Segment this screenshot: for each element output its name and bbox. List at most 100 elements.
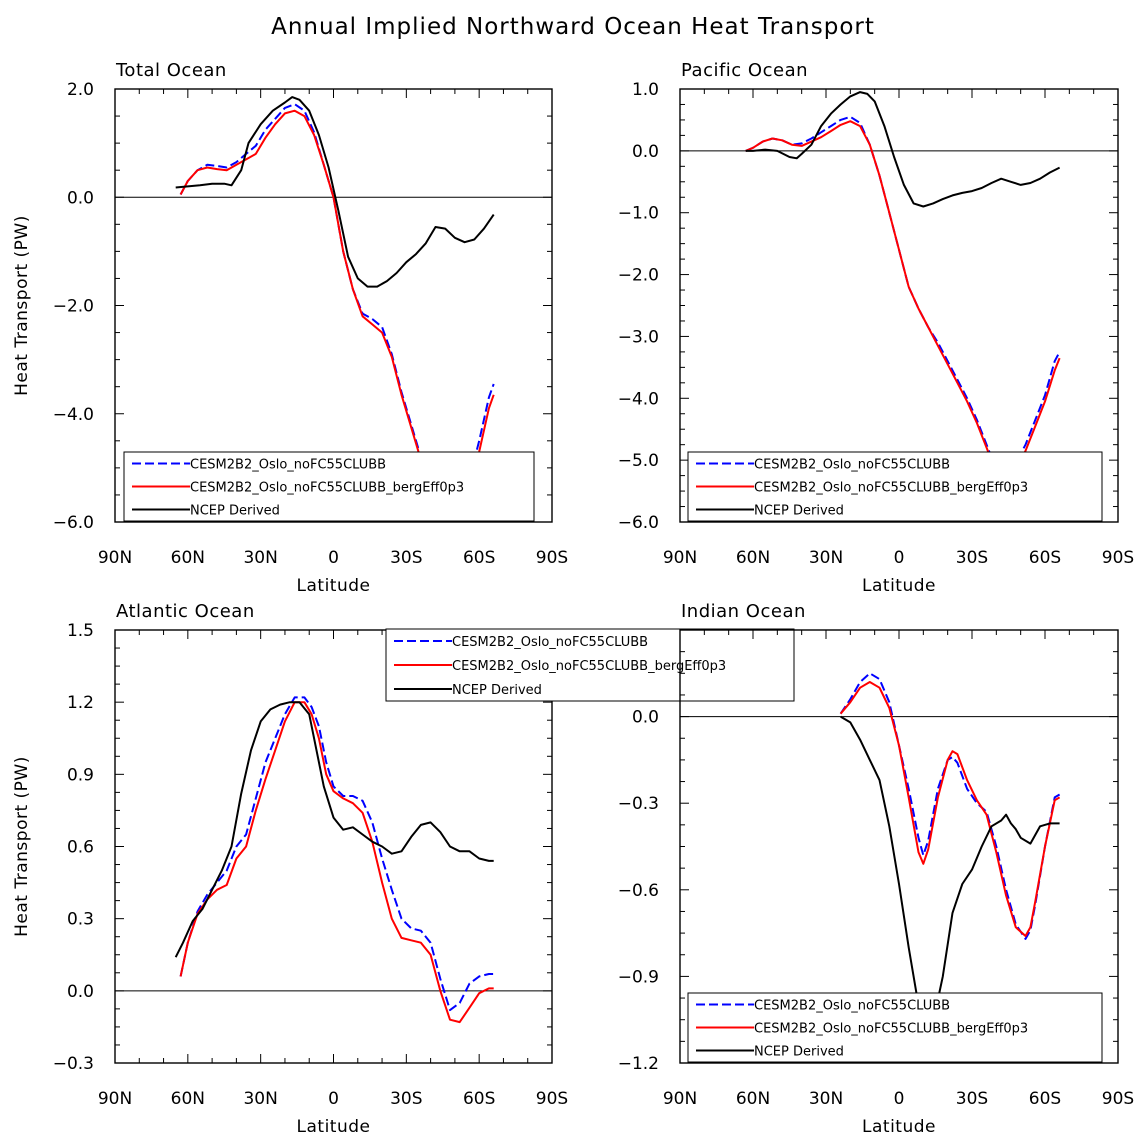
y-tick-label: 0.9 [67, 765, 94, 785]
x-tick-label: 90S [536, 1089, 568, 1109]
y-tick-label: 1.0 [632, 80, 659, 100]
y-tick-label: 0.0 [67, 188, 94, 208]
legend-box [123, 451, 535, 522]
series-line-1 [745, 115, 1061, 477]
x-axis-label: Latitude [297, 576, 371, 596]
x-tick-label: 30N [243, 548, 277, 568]
series-line-3 [840, 715, 1060, 1021]
y-tick-label: 0.6 [67, 838, 94, 858]
legend-label: NCEP Derived [190, 504, 280, 519]
panel-title: Pacific Ocean [681, 60, 808, 81]
y-tick-label: −0.3 [53, 1054, 94, 1074]
legend-label: NCEP Derived [452, 683, 542, 698]
x-tick-label: 30N [243, 1089, 277, 1109]
x-tick-label: 0 [894, 548, 905, 568]
y-tick-label: 2.0 [67, 80, 94, 100]
x-tick-label: 90N [98, 1089, 132, 1109]
y-axis-label: Heat Transport (PW) [12, 215, 32, 396]
panel-4: 90N 60N 30N 0 30S 60S 90S 0.0 −0.3 −0.6 −0.9 −1.2 In… [618, 601, 1135, 1137]
x-tick-label: 60S [1029, 548, 1061, 568]
y-tick-label: −1.0 [618, 204, 659, 224]
x-tick-label: 0 [328, 1089, 339, 1109]
y-axis-label: Heat Transport (PW) [12, 756, 32, 937]
y-tick-label: 1.2 [67, 693, 94, 713]
series-line-3 [745, 91, 1061, 208]
x-axis-label: Latitude [297, 1117, 371, 1137]
x-tick-label: 30S [390, 548, 422, 568]
legend-box [385, 628, 795, 702]
x-tick-label: 60S [463, 1089, 495, 1109]
x-tick-label: 60S [463, 548, 495, 568]
legend-label: NCEP Derived [754, 504, 844, 519]
x-tick-label: 30N [809, 548, 843, 568]
x-tick-label: 0 [328, 548, 339, 568]
y-tick-label: −2.0 [618, 266, 659, 286]
y-tick-label: −0.9 [618, 967, 659, 987]
x-tick-label: 60N [171, 548, 205, 568]
y-tick-label: −0.3 [618, 794, 659, 814]
x-axis-label: Latitude [862, 576, 936, 596]
x-tick-label: 30N [809, 1089, 843, 1109]
panel-title: Atlantic Ocean [116, 601, 255, 622]
legend-label: CESM2B2_Oslo_noFC55CLUBB [754, 458, 950, 473]
legend-label: CESM2B2_Oslo_noFC55CLUBB [754, 999, 950, 1014]
x-axis-label: Latitude [862, 1117, 936, 1137]
x-tick-label: 0 [894, 1089, 905, 1109]
x-tick-label: 90N [98, 548, 132, 568]
panel-2: 90N 60N 30N 0 30S 60S 90S 1.0 0.0 −1.0 −2.0 −3.0 −4.… [618, 60, 1135, 596]
x-tick-label: 90S [1102, 1089, 1134, 1109]
legend: CESM2B2_Oslo_noFC55CLUBB CESM2B2_Oslo_noF… [687, 992, 1103, 1063]
series-line-1 [179, 696, 494, 1012]
legend-label: CESM2B2_Oslo_noFC55CLUBB [452, 635, 648, 650]
panel-title: Indian Ocean [681, 601, 806, 622]
series-line-3 [175, 96, 495, 288]
x-tick-label: 90N [663, 548, 697, 568]
series-line-2 [179, 701, 494, 1024]
legend-label: NCEP Derived [754, 1045, 844, 1060]
panel-3: 90N 60N 30N 0 30S 60S 90S 1.5 1.2 0.9 0.6 0.3 0.0 −0.… [12, 601, 795, 1137]
legend-box [687, 992, 1103, 1063]
x-tick-label: 90N [663, 1089, 697, 1109]
y-tick-label: −6.0 [53, 513, 94, 533]
y-tick-label: −3.0 [618, 327, 659, 347]
x-tick-label: 60N [171, 1089, 205, 1109]
y-tick-label: −0.6 [618, 881, 659, 901]
y-tick-label: 0.0 [632, 142, 659, 162]
legend: CESM2B2_Oslo_noFC55CLUBB CESM2B2_Oslo_noF… [123, 451, 535, 522]
y-tick-label: −5.0 [618, 451, 659, 471]
x-tick-label: 90S [536, 548, 568, 568]
y-tick-label: −1.2 [618, 1054, 659, 1074]
x-tick-label: 60N [736, 548, 770, 568]
x-tick-label: 30S [956, 1089, 988, 1109]
y-tick-label: −2.0 [53, 297, 94, 317]
y-tick-label: −6.0 [618, 513, 659, 533]
legend-label: CESM2B2_Oslo_noFC55CLUBB_bergEff0p3 [754, 481, 1028, 496]
legend-label: CESM2B2_Oslo_noFC55CLUBB_bergEff0p3 [452, 659, 726, 674]
y-tick-label: −4.0 [618, 389, 659, 409]
panel-1: 90N 60N 30N 0 30S 60S 90S 2.0 0.0 −2.0 −4.0 −6.0 Tot… [12, 60, 568, 596]
series-line-3 [174, 701, 494, 958]
legend-label: CESM2B2_Oslo_noFC55CLUBB_bergEff0p3 [190, 481, 464, 496]
figure-title: Annual Implied Northward Ocean Heat Tran… [271, 14, 875, 40]
legend-label: CESM2B2_Oslo_noFC55CLUBB_bergEff0p3 [754, 1022, 1028, 1037]
y-tick-label: 1.5 [67, 621, 94, 641]
legend: CESM2B2_Oslo_noFC55CLUBB CESM2B2_Oslo_noF… [687, 451, 1103, 522]
series-line-2 [745, 120, 1061, 480]
legend-box [687, 451, 1103, 522]
y-tick-label: 0.0 [632, 708, 659, 728]
series-line-2 [839, 681, 1061, 937]
y-tick-label: −4.0 [53, 405, 94, 425]
x-tick-label: 60N [736, 1089, 770, 1109]
legend-label: CESM2B2_Oslo_noFC55CLUBB [190, 458, 386, 473]
x-tick-label: 30S [390, 1089, 422, 1109]
x-tick-label: 30S [956, 548, 988, 568]
legend: CESM2B2_Oslo_noFC55CLUBB CESM2B2_Oslo_noF… [385, 628, 795, 702]
panel-title: Total Ocean [115, 60, 227, 81]
y-tick-label: 0.0 [67, 982, 94, 1002]
y-tick-label: 0.3 [67, 910, 94, 930]
series-line-1 [839, 672, 1061, 940]
x-tick-label: 90S [1102, 548, 1134, 568]
x-tick-label: 60S [1029, 1089, 1061, 1109]
